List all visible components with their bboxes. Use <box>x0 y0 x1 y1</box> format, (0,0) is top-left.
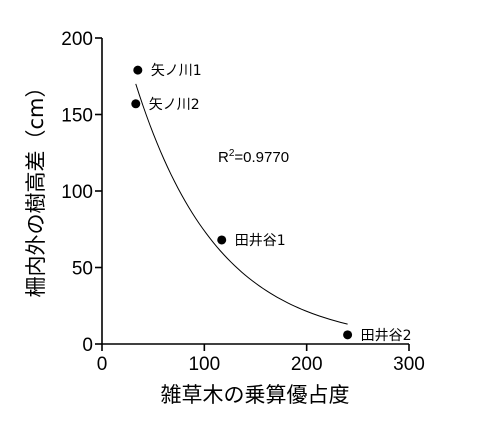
tick-marks-group: 0 100 200 300 0 50 100 150 200 <box>61 29 425 375</box>
data-point-label: 矢ノ川1 <box>151 63 202 79</box>
data-points-group: 矢ノ川1 矢ノ川2 田井谷1 田井谷2 <box>131 63 412 344</box>
y-tick-label: 50 <box>72 259 93 280</box>
r-squared-value: =0.9770 <box>234 149 289 166</box>
y-tick-label: 0 <box>82 335 93 356</box>
data-point <box>217 235 227 245</box>
data-point <box>343 330 353 340</box>
y-tick-label: 100 <box>61 182 93 203</box>
x-tick-label: 100 <box>188 354 220 375</box>
x-tick-label: 0 <box>97 354 108 375</box>
r-squared-superscript: 2 <box>229 148 235 159</box>
x-tick-label: 200 <box>291 354 323 375</box>
trendline <box>135 83 348 325</box>
data-point-label: 矢ノ川2 <box>149 97 200 113</box>
data-point-label: 田井谷1 <box>235 233 286 249</box>
data-point <box>133 65 143 75</box>
data-point <box>131 99 141 109</box>
x-tick-label: 300 <box>393 354 425 375</box>
x-axis-title: 雑草木の乗算優占度 <box>161 383 350 407</box>
y-axis-title: 柵内外の樹高差（cm） <box>24 76 48 297</box>
y-tick-label: 200 <box>61 29 93 50</box>
r-squared-annotation: R2=0.9770 <box>218 148 289 166</box>
y-tick-label: 150 <box>61 106 93 127</box>
trendline-group <box>135 83 348 325</box>
data-point-label: 田井谷2 <box>361 328 412 344</box>
r-squared-r: R <box>218 149 229 166</box>
